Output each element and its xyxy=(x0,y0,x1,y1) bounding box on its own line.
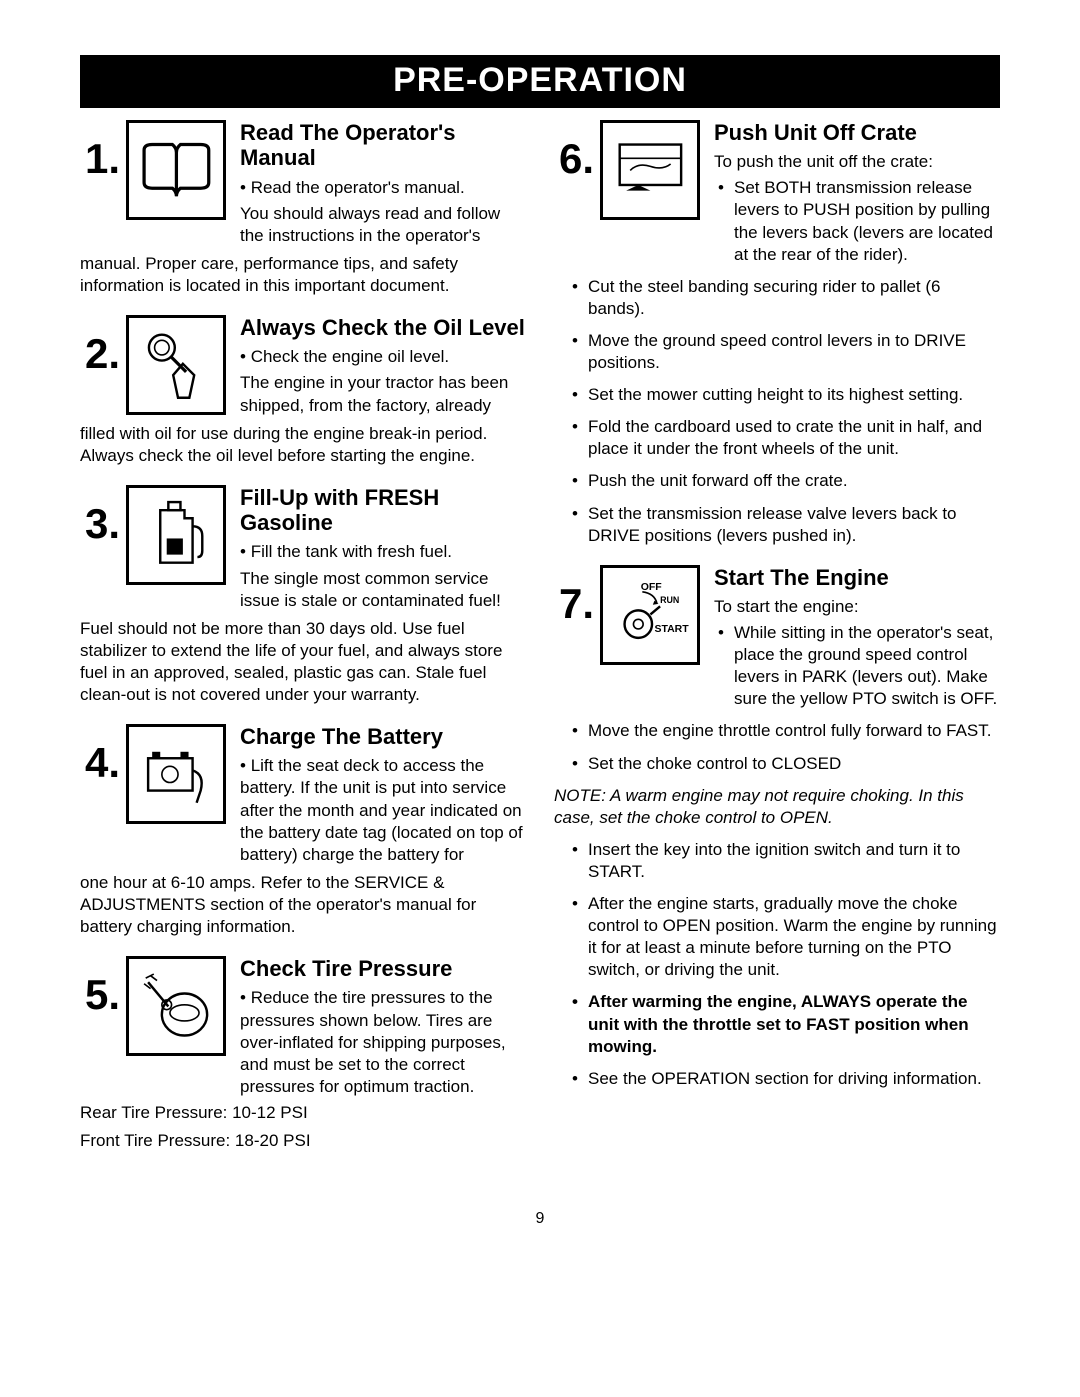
step-note: NOTE: A warm engine may not require chok… xyxy=(554,785,1000,829)
step-cont: The single most common service issue is … xyxy=(240,568,526,612)
list-item: Insert the key into the ignition switch … xyxy=(572,839,1000,883)
step-7-list-b: Insert the key into the ignition switch … xyxy=(554,839,1000,1090)
step-intro: Lift the seat deck to access the battery… xyxy=(240,755,526,865)
step-number: 7. xyxy=(554,565,594,625)
step-cont: Fuel should not be more than 30 days old… xyxy=(80,618,526,706)
step-cont: one hour at 6-10 amps. Refer to the SERV… xyxy=(80,872,526,938)
step-1: 1. Read The Operator's Manual Read the o… xyxy=(80,120,526,297)
list-item: After the engine starts, gradually move … xyxy=(572,893,1000,981)
step-title: Charge The Battery xyxy=(240,724,526,749)
svg-text:RUN: RUN xyxy=(660,595,679,605)
oil-check-icon xyxy=(126,315,226,415)
step-number: 6. xyxy=(554,120,594,180)
step-6: 6. Push Unit Off Crate To push the unit … xyxy=(554,120,1000,547)
gasoline-icon xyxy=(126,485,226,585)
svg-text:START: START xyxy=(654,623,689,635)
list-item-bold: After warming the engine, ALWAYS operate… xyxy=(572,991,1000,1057)
step-6-list: Cut the steel banding securing rider to … xyxy=(554,276,1000,547)
manual-icon xyxy=(126,120,226,220)
step-number: 5. xyxy=(80,956,120,1016)
step-cont: You should always read and follow the in… xyxy=(240,203,526,247)
list-item: Move the engine throttle control fully f… xyxy=(572,720,1000,742)
step-2: 2. Always Check the Oil Level Check the … xyxy=(80,315,526,467)
step-3: 3. Fill-Up with FRESH Gasoline Fill the … xyxy=(80,485,526,706)
step-cont: manual. Proper care, performance tips, a… xyxy=(80,253,526,297)
list-item: Set the choke control to CLOSED xyxy=(572,753,1000,775)
step-7-list-a: Move the engine throttle control fully f… xyxy=(554,720,1000,774)
step-intro: Reduce the tire pressures to the pressur… xyxy=(240,987,526,1097)
list-item: Fold the cardboard used to crate the uni… xyxy=(572,416,1000,460)
step-4: 4. Charge The Battery Lift the seat deck… xyxy=(80,724,526,938)
step-cont: filled with oil for use during the engin… xyxy=(80,423,526,467)
list-item: While sitting in the operator's seat, pl… xyxy=(718,622,1000,710)
battery-icon xyxy=(126,724,226,824)
tire-pressure-icon xyxy=(126,956,226,1056)
right-column: 6. Push Unit Off Crate To push the unit … xyxy=(554,120,1000,1170)
step-intro: Read the operator's manual. xyxy=(240,177,526,199)
step-lead: To start the engine: xyxy=(714,596,1000,618)
page-number: 9 xyxy=(80,1210,1000,1228)
tire-spec-rear: Rear Tire Pressure: 10-12 PSI xyxy=(80,1102,526,1124)
section-header: PRE-OPERATION xyxy=(80,55,1000,108)
step-number: 4. xyxy=(80,724,120,784)
step-7: 7. OFF RUN START Start The Engine To sta… xyxy=(554,565,1000,1090)
step-title: Read The Operator's Manual xyxy=(240,120,526,171)
step-cont: The engine in your tractor has been ship… xyxy=(240,372,526,416)
step-title: Check Tire Pressure xyxy=(240,956,526,981)
list-item: Push the unit forward off the crate. xyxy=(572,470,1000,492)
crate-icon xyxy=(600,120,700,220)
step-5: 5. Check Tire Pressure Reduce the tire p… xyxy=(80,956,526,1152)
list-item: Cut the steel banding securing rider to … xyxy=(572,276,1000,320)
list-item: Set the mower cutting height to its high… xyxy=(572,384,1000,406)
step-lead: To push the unit off the crate: xyxy=(714,151,1000,173)
step-intro: Fill the tank with fresh fuel. xyxy=(240,541,526,563)
list-item: See the OPERATION section for driving in… xyxy=(572,1068,1000,1090)
step-title: Start The Engine xyxy=(714,565,1000,590)
step-number: 1. xyxy=(80,120,120,180)
step-number: 3. xyxy=(80,485,120,545)
left-column: 1. Read The Operator's Manual Read the o… xyxy=(80,120,526,1170)
step-intro: Check the engine oil level. xyxy=(240,346,526,368)
ignition-icon: OFF RUN START xyxy=(600,565,700,665)
step-title: Fill-Up with FRESH Gasoline xyxy=(240,485,526,536)
step-number: 2. xyxy=(80,315,120,375)
step-title: Always Check the Oil Level xyxy=(240,315,526,340)
list-item: Move the ground speed control levers in … xyxy=(572,330,1000,374)
page-columns: 1. Read The Operator's Manual Read the o… xyxy=(80,120,1000,1170)
list-item: Set BOTH transmission release levers to … xyxy=(718,177,1000,265)
tire-spec-front: Front Tire Pressure: 18-20 PSI xyxy=(80,1130,526,1152)
step-title: Push Unit Off Crate xyxy=(714,120,1000,145)
list-item: Set the transmission release valve lever… xyxy=(572,503,1000,547)
